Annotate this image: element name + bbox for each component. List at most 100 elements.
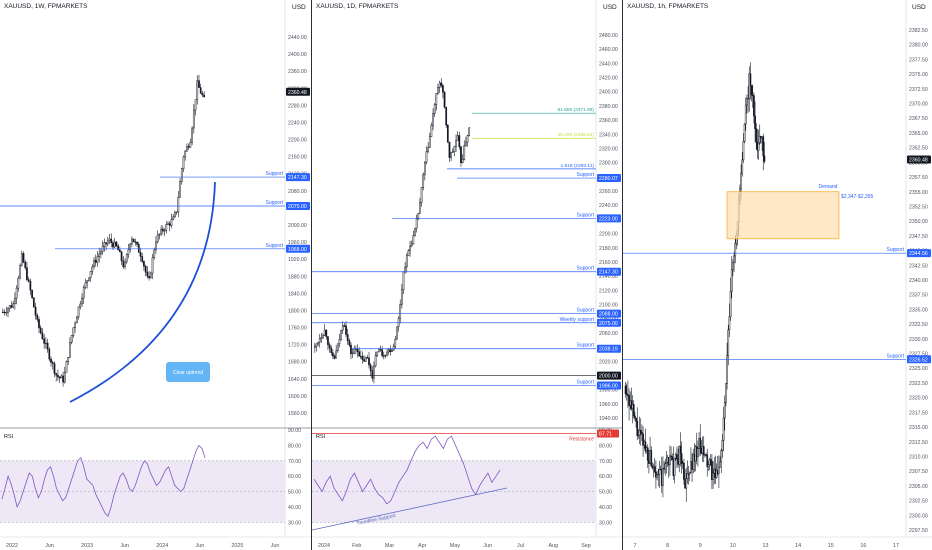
candle-body	[10, 305, 13, 308]
support-line-label: Weekly support	[560, 317, 595, 323]
price-tick-label: 2240.00	[288, 120, 307, 126]
candle-body	[182, 156, 185, 169]
candle-body	[124, 261, 126, 268]
rsi-trendline	[312, 487, 508, 531]
candle-body	[409, 245, 411, 251]
price-tick-label: 2317.50	[909, 410, 928, 416]
candle-body	[378, 348, 380, 353]
price-level-badge-text: 2075.00	[599, 321, 618, 327]
support-line-label: Support	[265, 171, 283, 177]
candle-body	[91, 266, 94, 272]
time-tick-label: Jul	[517, 543, 524, 549]
candle-body	[137, 244, 140, 253]
candle-body	[712, 472, 714, 480]
candle-body	[443, 91, 446, 108]
price-tick-label: 2120.00	[599, 288, 618, 294]
price-tick-label: 2375.00	[909, 72, 928, 78]
candle-body	[175, 211, 178, 213]
candle-body	[79, 303, 82, 308]
candle-body	[346, 334, 349, 341]
candle-body	[84, 282, 87, 288]
rsi-label: RSI	[316, 434, 326, 440]
candle-body	[39, 327, 42, 334]
price-level-badge	[286, 244, 310, 253]
demand-range-label: $2,347-$2,355	[841, 194, 873, 200]
candle-body	[179, 181, 181, 198]
candle-body	[325, 329, 328, 337]
weekly-chart-svg[interactable]: 2440.002400.002360.002320.002280.002240.…	[0, 0, 311, 550]
price-tick-label: 2365.00	[909, 131, 928, 137]
candle-body	[112, 242, 114, 248]
candle-body	[41, 332, 44, 340]
candle-body	[446, 124, 449, 143]
candle-body	[733, 255, 735, 263]
candle-body	[754, 115, 756, 129]
time-tick-label: Aug	[548, 543, 558, 549]
weekly-chart-panel[interactable]: XAUUSD, 1W, FPMARKETS USD 2440.00 2400.00…	[0, 0, 311, 550]
candle-body	[709, 459, 712, 462]
candle-body	[410, 243, 413, 247]
candle-body	[186, 146, 188, 152]
rsi-tick-label: 30.00	[288, 520, 301, 526]
candle-body	[60, 375, 63, 379]
support-line-label: Support	[576, 266, 594, 272]
candle-body	[625, 393, 628, 395]
candle-body	[422, 174, 425, 188]
clear-uptrend-callout	[166, 362, 210, 382]
price-tick-label: 2200.00	[288, 138, 307, 144]
candle-body	[82, 287, 85, 299]
candle-body	[461, 159, 464, 163]
support-line-label: Support	[886, 247, 904, 253]
candle-body	[187, 146, 190, 148]
candle-body	[671, 456, 674, 460]
time-tick-label: 16	[860, 543, 866, 549]
candle-body	[361, 356, 364, 360]
candle-body	[688, 472, 691, 475]
candle-body	[62, 375, 64, 383]
daily-chart-svg[interactable]: 2480.00 2460.00 2440.00 2420.00 2400.00 2380.…	[312, 0, 622, 550]
price-tick-label: 2327.50	[909, 352, 928, 358]
rsi-label: RSI	[4, 434, 14, 440]
price-tick-label: 2380.00	[599, 104, 618, 110]
candle-body	[29, 280, 32, 291]
candle-body	[72, 327, 75, 336]
rsi-tick-label: 50.00	[599, 490, 612, 496]
candle-body	[98, 253, 101, 257]
clear-uptrend-text: Clear uptrend	[173, 370, 204, 376]
rsi-tick-label: 30.00	[599, 520, 612, 526]
currency-label: USD	[292, 4, 306, 11]
candle-body	[144, 265, 147, 273]
candle-body	[438, 82, 441, 88]
price-tick-label: 1600.00	[288, 394, 307, 400]
time-tick-label: 13	[763, 543, 769, 549]
candle-body	[132, 238, 135, 242]
demand-label: Demand	[819, 184, 838, 190]
current-price-text: 2360.48	[288, 90, 307, 96]
daily-chart-panel[interactable]: XAUUSD, 1D, FPMARKETS USD 2480.00 2460.00…	[312, 0, 622, 550]
price-tick-label: 2080.00	[288, 189, 307, 195]
candle-body	[728, 316, 731, 331]
candle-body	[749, 73, 752, 86]
candle-body	[723, 402, 726, 419]
price-tick-label: 2100.00	[599, 303, 618, 309]
candle-body	[373, 365, 375, 379]
candle-body	[184, 150, 187, 158]
candle-body	[412, 235, 415, 245]
price-tick-label: 2000.00	[288, 223, 307, 229]
candle-body	[392, 345, 395, 351]
candle-body	[196, 80, 199, 100]
price-tick-label: 2360.00	[599, 118, 618, 124]
price-tick-label: 2362.50	[909, 146, 928, 152]
price-tick-label: 1800.00	[288, 308, 307, 314]
hourly-chart-panel[interactable]: XAUUSD, 1h, FPMARKETS USD 2382.50 2380.00…	[623, 0, 932, 550]
candle-body	[762, 136, 765, 157]
candle-body	[650, 450, 653, 467]
candle-body	[368, 357, 370, 366]
candle-body	[722, 417, 725, 441]
candle-body	[711, 460, 713, 480]
candle-body	[679, 445, 682, 454]
candle-body	[683, 462, 685, 480]
candle-body	[67, 357, 70, 362]
price-tick-label: 2160.00	[599, 260, 618, 266]
hourly-chart-svg[interactable]: 2382.50 2380.00 2377.50 2375.00 2372.50 2370.…	[623, 0, 932, 550]
